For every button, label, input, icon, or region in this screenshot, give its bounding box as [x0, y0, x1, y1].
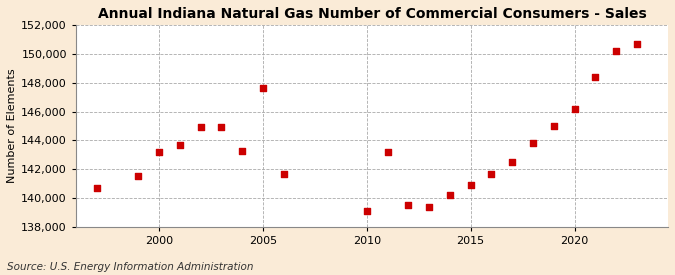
- Point: [548, 124, 559, 128]
- Point: [195, 125, 206, 130]
- Point: [590, 75, 601, 79]
- Point: [154, 150, 165, 154]
- Point: [237, 148, 248, 153]
- Point: [569, 106, 580, 111]
- Point: [424, 205, 435, 209]
- Point: [278, 171, 289, 176]
- Point: [361, 209, 372, 213]
- Title: Annual Indiana Natural Gas Number of Commercial Consumers - Sales: Annual Indiana Natural Gas Number of Com…: [98, 7, 647, 21]
- Point: [133, 174, 144, 179]
- Point: [445, 193, 456, 197]
- Point: [486, 171, 497, 176]
- Point: [403, 203, 414, 208]
- Point: [465, 183, 476, 187]
- Point: [216, 125, 227, 130]
- Point: [257, 86, 268, 91]
- Point: [528, 141, 539, 145]
- Point: [91, 186, 102, 190]
- Point: [382, 150, 393, 154]
- Point: [507, 160, 518, 164]
- Point: [174, 142, 185, 147]
- Text: Source: U.S. Energy Information Administration: Source: U.S. Energy Information Administ…: [7, 262, 253, 272]
- Point: [611, 49, 622, 53]
- Y-axis label: Number of Elements: Number of Elements: [7, 69, 17, 183]
- Point: [632, 42, 643, 46]
